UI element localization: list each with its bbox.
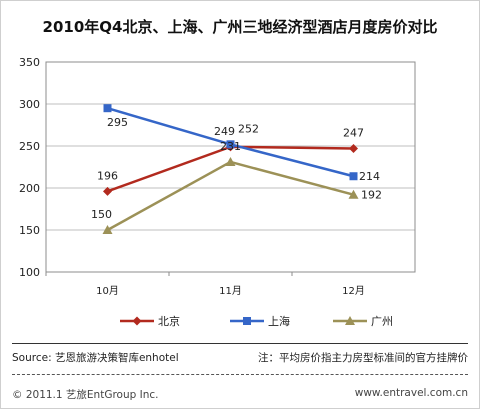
x-tick-label-2: 12月 xyxy=(342,285,365,297)
x-tick-label-0: 10月 xyxy=(96,285,119,297)
footer-divider-bottom xyxy=(12,374,468,375)
data-label-2-1: 231 xyxy=(220,140,241,153)
point-2-2 xyxy=(348,189,359,199)
legend-label-1: 上海 xyxy=(268,314,290,328)
point-2-1 xyxy=(225,156,236,166)
data-label-2-2: 192 xyxy=(361,189,382,202)
data-label-1-1: 252 xyxy=(238,122,259,135)
x-tick-label-1: 11月 xyxy=(219,285,242,297)
data-label-2-0: 150 xyxy=(91,208,112,221)
y-tick-label-300: 300 xyxy=(19,98,40,111)
legend-marker-1 xyxy=(243,317,251,325)
website-link[interactable]: www.entravel.com.cn xyxy=(354,387,468,399)
y-tick-label-100: 100 xyxy=(19,266,40,279)
y-tick-label-150: 150 xyxy=(19,224,40,237)
note-text: 注：平均房价指主力房型标准间的官方挂牌价 xyxy=(258,352,468,364)
legend-marker-0 xyxy=(132,316,142,326)
point-2-0 xyxy=(102,225,113,234)
y-tick-label-250: 250 xyxy=(19,140,40,153)
point-0-2 xyxy=(349,144,358,154)
footer-divider-top xyxy=(12,343,468,344)
data-label-1-0: 295 xyxy=(107,116,128,129)
data-label-0-1: 249 xyxy=(214,125,235,138)
plot-area xyxy=(45,61,416,273)
point-1-1 xyxy=(226,140,235,149)
data-label-0-2: 247 xyxy=(343,127,364,140)
copyright-text: © 2011.1 艺旅EntGroup Inc. xyxy=(12,389,159,401)
legend-label-0: 北京 xyxy=(158,314,180,328)
data-label-0-0: 196 xyxy=(97,169,118,182)
point-1-2 xyxy=(349,172,358,181)
legend-label-2: 广州 xyxy=(371,315,393,328)
legend-marker-2 xyxy=(345,316,355,325)
series-line-2 xyxy=(106,160,354,232)
source-text: Source: 艺恩旅游决策智库enhotel xyxy=(12,352,179,364)
y-tick-label-200: 200 xyxy=(19,182,40,195)
point-0-0 xyxy=(103,186,112,196)
data-label-1-2: 214 xyxy=(359,170,380,183)
y-tick-label-350: 350 xyxy=(19,56,40,69)
point-1-0 xyxy=(103,104,112,113)
chart-title: 2010年Q4北京、上海、广州三地经济型酒店月度房价对比 xyxy=(42,18,438,36)
